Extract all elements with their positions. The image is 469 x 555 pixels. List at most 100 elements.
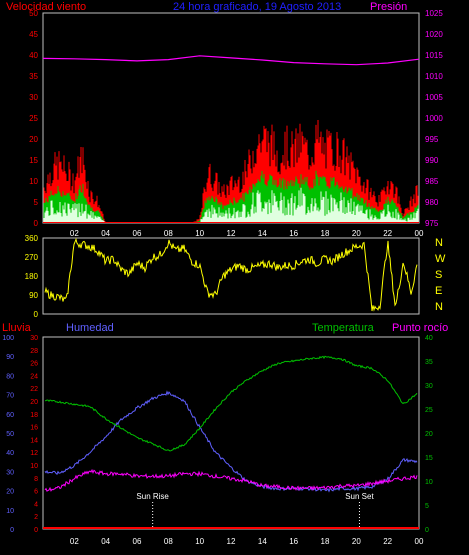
wind-axis-tick: 0: [34, 219, 39, 228]
direction-axis-tick: 180: [25, 272, 39, 281]
rain-axis-tick: 28: [30, 348, 38, 355]
pressure-axis-tick: 1025: [425, 9, 443, 18]
wind-axis-tick: 15: [29, 156, 38, 165]
temperature-axis-tick: 20: [425, 431, 433, 438]
wind-axis-tick: 5: [34, 198, 39, 207]
humidity-axis-tick: 30: [6, 469, 14, 476]
direction-axis-tick: 90: [29, 291, 38, 300]
pressure-line: [42, 55, 420, 66]
sunrise-label: Sun Rise: [136, 492, 169, 501]
rain-axis-tick: 14: [30, 437, 38, 444]
compass-letter: N: [435, 237, 443, 249]
pressure-axis-tick: 1010: [425, 72, 443, 81]
wind-axis-tick: 25: [29, 114, 38, 123]
wind-series: [42, 55, 420, 223]
hour-tick-label-wind: 10: [195, 229, 204, 238]
rain-axis-tick: 8: [34, 476, 38, 483]
temperature-axis-tick: 15: [425, 455, 433, 462]
temperature-axis-tick: 0: [425, 527, 429, 534]
pressure-axis-tick: 1005: [425, 93, 443, 102]
rain-axis-tick: 20: [30, 399, 38, 406]
direction-axis-tick: 0: [34, 310, 39, 319]
humidity-line: [44, 390, 418, 493]
dewpoint-title: Punto rocío: [392, 322, 448, 334]
humidity-axis-tick: 10: [6, 508, 14, 515]
hour-tick-label-temp: 00: [415, 537, 424, 546]
rain-axis-tick: 2: [34, 514, 38, 521]
temperature-axis-tick: 25: [425, 407, 433, 414]
wind-speed-title: Velocidad viento: [6, 1, 86, 13]
rain-axis-tick: 18: [30, 412, 38, 419]
rain-axis-tick: 26: [30, 361, 38, 368]
hour-tick-label-temp: 04: [101, 537, 110, 546]
temperature-axis-tick: 10: [425, 479, 433, 486]
rain-axis-tick: 6: [34, 489, 38, 496]
humidity-axis-tick: 20: [6, 489, 14, 496]
humidity-axis-tick: 40: [6, 450, 14, 457]
hour-tick-label-temp: 20: [352, 537, 361, 546]
chart-date-title: 24 hora graficado, 19 Agosto 2013: [173, 1, 341, 13]
hour-tick-label-temp: 06: [133, 537, 142, 546]
compass-letter: N: [435, 301, 443, 313]
hour-tick-label-wind: 04: [101, 229, 110, 238]
compass-letter: E: [435, 285, 442, 297]
hour-tick-label-wind: 18: [321, 229, 330, 238]
hour-tick-label-temp: 14: [258, 537, 267, 546]
hour-tick-label-temp: 22: [383, 537, 392, 546]
temperature-axis-tick: 40: [425, 335, 433, 342]
direction-line: [44, 237, 418, 312]
pressure-axis-tick: 1020: [425, 30, 443, 39]
hour-tick-label-wind: 20: [352, 229, 361, 238]
hour-tick-label-wind: 22: [383, 229, 392, 238]
pressure-axis-tick: 980: [425, 198, 439, 207]
hour-tick-label-temp: 16: [289, 537, 298, 546]
dewpoint-line: [44, 468, 418, 492]
hour-tick-label-temp: 18: [321, 537, 330, 546]
temperature-axis-tick: 5: [425, 503, 429, 510]
rain-title: Lluvia: [2, 322, 32, 334]
wind-axis-tick: 45: [29, 30, 38, 39]
hour-tick-label-temp: 02: [70, 537, 79, 546]
humidity-axis-tick: 70: [6, 393, 14, 400]
wind-axis-tick: 50: [29, 9, 38, 18]
pressure-title: Presión: [370, 1, 407, 13]
rain-axis-tick: 10: [30, 463, 38, 470]
rain-axis-tick: 22: [30, 386, 38, 393]
humidity-axis-tick: 60: [6, 412, 14, 419]
humidity-axis-tick: 0: [10, 527, 14, 534]
hour-tick-label-temp: 08: [164, 537, 173, 546]
sunset-label: Sun Set: [345, 492, 374, 501]
rain-axis-tick: 16: [30, 425, 38, 432]
pressure-axis-tick: 990: [425, 156, 439, 165]
hour-tick-label-wind: 08: [164, 229, 173, 238]
pressure-axis-tick: 1015: [425, 51, 443, 60]
temperature-axis-tick: 35: [425, 359, 433, 366]
temperature-axis-tick: 30: [425, 383, 433, 390]
humidity-title: Humedad: [66, 322, 114, 334]
compass-letter: W: [435, 253, 446, 265]
hour-tick-label-wind: 02: [70, 229, 79, 238]
rain-axis-tick: 24: [30, 373, 38, 380]
wind-axis-tick: 20: [29, 135, 38, 144]
wind-axis-tick: 35: [29, 72, 38, 81]
hour-tick-label-wind: 00: [415, 229, 424, 238]
direction-axis-tick: 360: [25, 234, 39, 243]
compass-letter: S: [435, 269, 442, 281]
pressure-axis-tick: 975: [425, 219, 439, 228]
hour-tick-label-wind: 14: [258, 229, 267, 238]
temperature-title: Temperatura: [312, 322, 375, 334]
pressure-axis-tick: 1000: [425, 114, 443, 123]
hour-tick-label-wind: 06: [133, 229, 142, 238]
wind-axis-tick: 30: [29, 93, 38, 102]
temperature-series: Sun Rise Sun Set: [43, 355, 419, 529]
direction-axis-tick: 270: [25, 253, 39, 262]
hour-tick-label-temp: 12: [227, 537, 236, 546]
pressure-axis-tick: 985: [425, 177, 439, 186]
temperature-line: [44, 355, 418, 452]
wind-axis-tick: 40: [29, 51, 38, 60]
humidity-axis-tick: 90: [6, 354, 14, 361]
direction-series: [44, 237, 418, 312]
